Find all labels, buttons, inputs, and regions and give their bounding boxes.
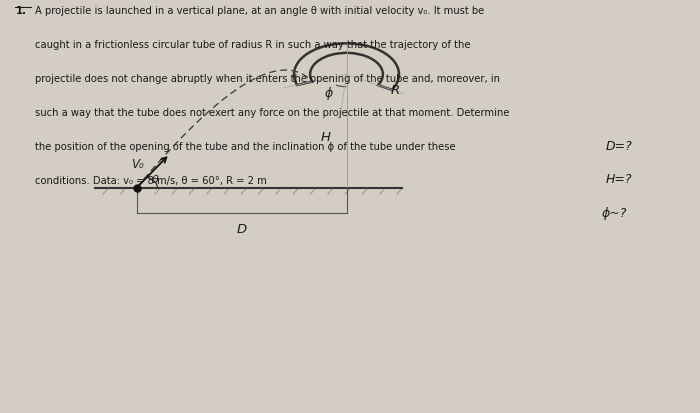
Text: H=?: H=? [606,173,632,186]
Text: D: D [237,223,246,236]
Text: A projectile is launched in a vertical plane, at an angle θ with initial velocit: A projectile is launched in a vertical p… [35,6,484,16]
Text: conditions. Data: v₀ = 8 m/s, θ = 60°, R = 2 m: conditions. Data: v₀ = 8 m/s, θ = 60°, R… [35,176,267,185]
Text: ϕ: ϕ [325,87,333,100]
Text: such a way that the tube does not exert any force on the projectile at that mome: such a way that the tube does not exert … [35,108,510,118]
Text: the position of the opening of the tube and the inclination ϕ of the tube under : the position of the opening of the tube … [35,142,456,152]
Text: V₀: V₀ [131,158,144,171]
Text: ϕ~?: ϕ~? [602,207,627,220]
Text: D=?: D=? [606,140,632,152]
Text: H: H [321,131,331,144]
Text: projectile does not change abruptly when it enters the opening of the tube and, : projectile does not change abruptly when… [35,74,500,84]
Text: R: R [391,84,400,97]
Text: caught in a frictionless circular tube of radius R in such a way that the trajec: caught in a frictionless circular tube o… [35,40,470,50]
Text: 1.: 1. [15,6,27,16]
Text: θ: θ [152,175,159,185]
